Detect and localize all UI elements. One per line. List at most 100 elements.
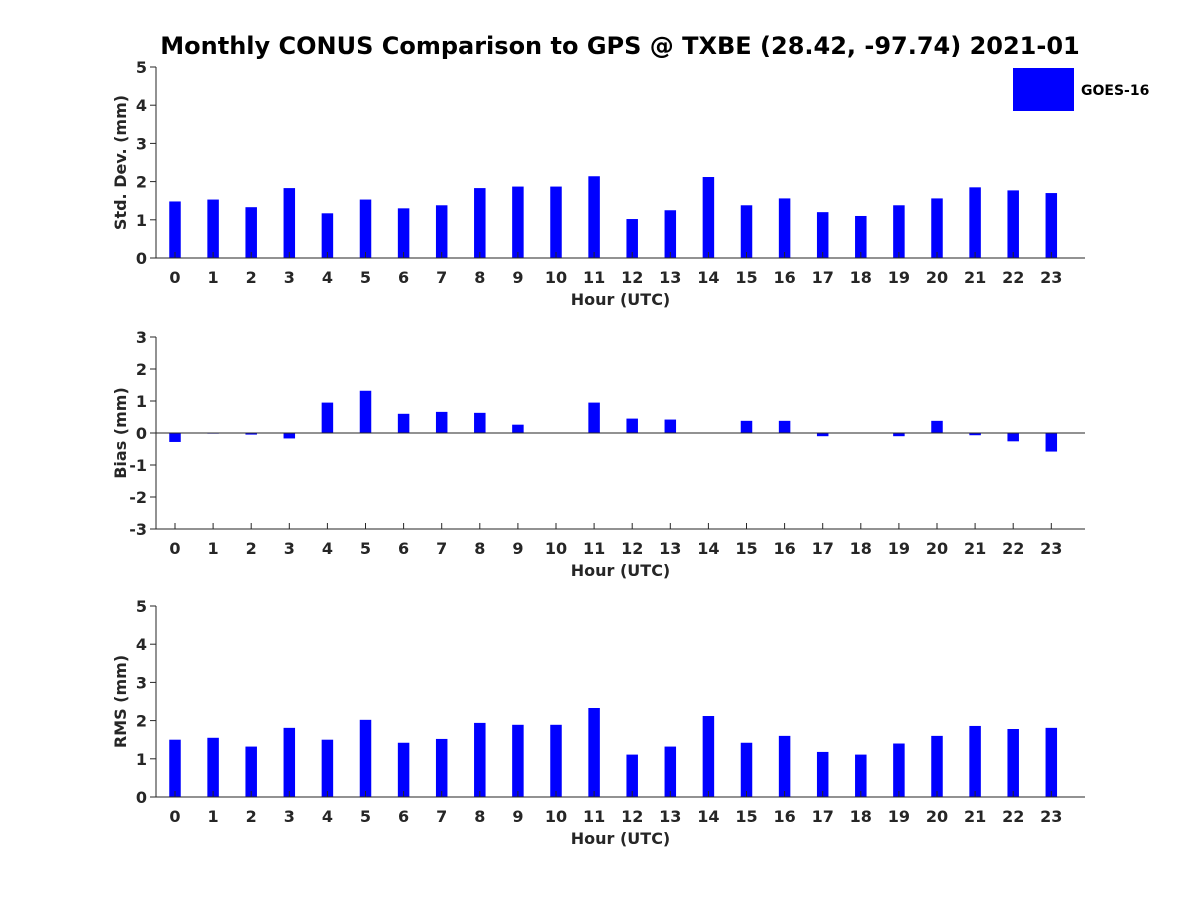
- rms-bar: [816, 751, 829, 797]
- bias-xtick-label: 11: [583, 539, 605, 558]
- bias-bar: [283, 433, 296, 439]
- std-dev-bar: [893, 205, 905, 258]
- std-dev-xtick-label: 21: [964, 268, 986, 287]
- std-dev-bar: [626, 219, 638, 258]
- bias-bar: [435, 411, 448, 433]
- std-dev-xtick-label: 13: [659, 268, 681, 287]
- rms-bar: [435, 738, 448, 797]
- bias-bar: [626, 418, 638, 433]
- std-dev-bar: [664, 210, 677, 258]
- rms-xtick-label: 0: [169, 807, 180, 826]
- rms-bar: [550, 724, 562, 797]
- bias-xtick-label: 6: [398, 539, 409, 558]
- rms-xtick-label: 12: [621, 807, 643, 826]
- bias-ytick-label: 3: [136, 328, 147, 347]
- bias-bar: [359, 390, 372, 433]
- std-dev-xtick-label: 22: [1002, 268, 1024, 287]
- rms-bar: [207, 737, 219, 797]
- std-dev-xtick-label: 14: [697, 268, 719, 287]
- rms-xtick-label: 6: [398, 807, 409, 826]
- rms-xtick-label: 10: [545, 807, 567, 826]
- std-dev-bar: [512, 186, 524, 258]
- bias-xtick-label: 10: [545, 539, 567, 558]
- rms-xtick-label: 19: [888, 807, 910, 826]
- bias-bar: [969, 433, 981, 436]
- rms-bar: [778, 735, 791, 797]
- rms-bar: [321, 739, 334, 797]
- rms-bar: [931, 735, 943, 797]
- bias-xtick-label: 22: [1002, 539, 1024, 558]
- std-dev-bar: [1007, 190, 1019, 258]
- bias-ytick-label: 1: [136, 392, 147, 411]
- std-dev-xtick-label: 11: [583, 268, 605, 287]
- rms-ytick-label: 0: [136, 788, 147, 807]
- rms-xtick-label: 21: [964, 807, 986, 826]
- bias-xtick-label: 19: [888, 539, 910, 558]
- bias-xtick-label: 5: [360, 539, 371, 558]
- std-dev-bar: [931, 198, 943, 258]
- rms-xtick-label: 15: [735, 807, 757, 826]
- std-dev-xtick-label: 17: [812, 268, 834, 287]
- rms-ytick-label: 1: [136, 750, 147, 769]
- bias-xtick-label: 0: [169, 539, 180, 558]
- std-dev-xtick-label: 0: [169, 268, 180, 287]
- bias-ytick-label: 0: [136, 424, 147, 443]
- rms-bar: [283, 727, 296, 797]
- std-dev-bar: [283, 188, 296, 258]
- rms-xtick-label: 2: [246, 807, 257, 826]
- bias-bar: [512, 424, 524, 433]
- bias-bar: [474, 412, 486, 433]
- std-dev-ytick-label: 5: [136, 58, 147, 77]
- std-dev-ytick-label: 4: [136, 96, 147, 115]
- bias-bar: [893, 433, 905, 437]
- rms-xtick-label: 9: [512, 807, 523, 826]
- rms-xtick-label: 16: [773, 807, 795, 826]
- rms-bar: [169, 739, 181, 797]
- bias-bar: [245, 433, 257, 435]
- bias-xtick-label: 20: [926, 539, 948, 558]
- std-dev-bar: [245, 207, 257, 258]
- bias-y-axis-label: Bias (mm): [111, 387, 130, 479]
- std-dev-xtick-label: 23: [1040, 268, 1062, 287]
- std-dev-ytick-label: 2: [136, 173, 147, 192]
- bias-xtick-label: 16: [773, 539, 795, 558]
- std-dev-xtick-label: 19: [888, 268, 910, 287]
- std-dev-xtick-label: 9: [512, 268, 523, 287]
- std-dev-bar: [740, 205, 753, 258]
- bias-bar: [664, 419, 677, 433]
- std-dev-bar: [359, 199, 372, 258]
- bias-bar: [397, 413, 410, 433]
- rms-bar: [474, 722, 486, 797]
- rms-ytick-label: 3: [136, 673, 147, 692]
- std-dev-xtick-label: 20: [926, 268, 948, 287]
- bias-bar: [778, 420, 791, 433]
- bias-xtick-label: 13: [659, 539, 681, 558]
- std-dev-xtick-label: 4: [322, 268, 333, 287]
- bias-ytick-label: 2: [136, 360, 147, 379]
- std-dev-bar: [588, 176, 600, 258]
- std-dev-xtick-label: 6: [398, 268, 409, 287]
- std-dev-bar: [321, 213, 334, 258]
- std-dev-xtick-label: 5: [360, 268, 371, 287]
- bias-xtick-label: 8: [474, 539, 485, 558]
- std-dev-xtick-label: 3: [284, 268, 295, 287]
- bias-xtick-label: 7: [436, 539, 447, 558]
- std-dev-ytick-label: 1: [136, 211, 147, 230]
- legend-swatch: [1013, 68, 1074, 111]
- rms-xtick-label: 1: [208, 807, 219, 826]
- bias-xtick-label: 17: [812, 539, 834, 558]
- legend: GOES-16: [1013, 68, 1149, 111]
- std-dev-bar: [969, 187, 981, 258]
- bias-bar: [588, 402, 600, 433]
- figure-title: Monthly CONUS Comparison to GPS @ TXBE (…: [160, 32, 1079, 60]
- std-dev-bar: [816, 212, 829, 258]
- rms-xtick-label: 8: [474, 807, 485, 826]
- rms-bar: [397, 742, 410, 797]
- rms-xtick-label: 4: [322, 807, 333, 826]
- std-dev-bar: [1045, 193, 1058, 258]
- rms-xtick-label: 17: [812, 807, 834, 826]
- bias-x-axis-label: Hour (UTC): [571, 561, 671, 580]
- bias-ytick-label: -2: [129, 488, 147, 507]
